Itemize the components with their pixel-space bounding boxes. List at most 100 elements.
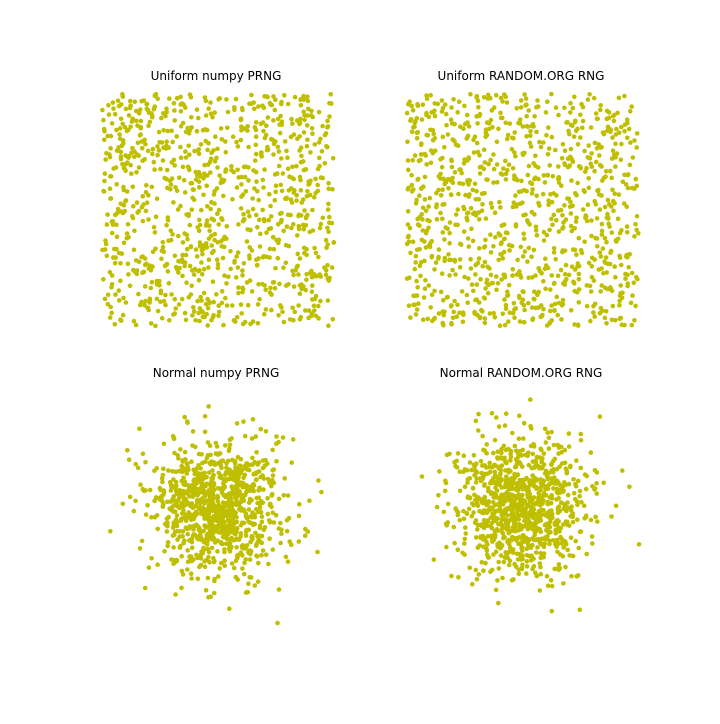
scatter-point bbox=[599, 283, 605, 288]
scatter-point bbox=[189, 283, 194, 289]
scatter-point bbox=[538, 507, 544, 512]
scatter-point bbox=[115, 206, 121, 212]
scatter-point bbox=[411, 302, 416, 308]
scatter-point bbox=[488, 272, 494, 278]
scatter-point bbox=[420, 228, 426, 233]
scatter-point bbox=[194, 128, 200, 134]
scatter-point bbox=[449, 105, 454, 110]
scatter-point bbox=[173, 486, 178, 492]
scatter-point bbox=[260, 458, 266, 463]
scatter-point bbox=[558, 552, 563, 557]
scatter-point bbox=[574, 458, 579, 463]
scatter-point bbox=[522, 307, 527, 313]
scatter-point bbox=[499, 543, 505, 548]
scatter-point bbox=[144, 261, 149, 267]
scatter-point bbox=[507, 248, 512, 253]
scatter-point bbox=[118, 201, 124, 207]
scatter-point bbox=[216, 303, 221, 309]
scatter-point bbox=[138, 118, 144, 124]
scatter-point bbox=[563, 482, 569, 487]
scatter-point bbox=[177, 175, 182, 180]
scatter-point bbox=[277, 130, 283, 136]
scatter-point bbox=[153, 323, 158, 329]
scatter-point bbox=[586, 185, 592, 191]
scatter-point bbox=[510, 310, 516, 316]
scatter-point bbox=[596, 142, 601, 147]
scatter-point bbox=[206, 595, 211, 600]
scatter-point bbox=[171, 503, 177, 508]
scatter-point bbox=[215, 211, 220, 217]
scatter-point bbox=[171, 100, 177, 106]
scatter-point bbox=[502, 455, 507, 461]
scatter-point bbox=[509, 578, 515, 583]
scatter-point bbox=[118, 156, 124, 162]
scatter-point bbox=[491, 552, 496, 557]
scatter-point bbox=[506, 562, 512, 568]
scatter-point bbox=[429, 254, 435, 260]
scatter-point bbox=[570, 203, 575, 209]
scatter-point bbox=[160, 158, 166, 163]
scatter-point bbox=[117, 126, 123, 131]
scatter-point bbox=[102, 137, 107, 142]
scatter-point bbox=[576, 164, 582, 169]
scatter-point bbox=[536, 537, 541, 542]
scatter-point bbox=[536, 289, 541, 295]
scatter-point bbox=[164, 529, 170, 534]
scatter-point bbox=[252, 106, 257, 112]
scatter-point bbox=[547, 541, 552, 547]
scatter-point bbox=[573, 118, 578, 124]
scatter-point bbox=[226, 448, 232, 454]
scatter-point bbox=[289, 186, 294, 191]
scatter-point bbox=[488, 200, 494, 206]
scatter-point bbox=[223, 139, 228, 144]
scatter-point bbox=[510, 273, 515, 278]
scatter-point bbox=[198, 294, 203, 300]
scatter-point bbox=[565, 196, 570, 201]
scatter-point bbox=[562, 105, 567, 111]
scatter-point bbox=[157, 495, 162, 501]
scatter-point bbox=[227, 606, 232, 611]
scatter-point bbox=[610, 303, 616, 309]
scatter-point bbox=[164, 139, 169, 144]
scatter-point bbox=[281, 319, 287, 325]
scatter-point bbox=[187, 152, 192, 157]
scatter-point bbox=[417, 193, 422, 198]
scatter-point bbox=[243, 557, 248, 562]
scatter-point bbox=[164, 176, 170, 182]
scatter-point bbox=[601, 271, 606, 276]
scatter-point bbox=[279, 188, 285, 194]
scatter-point bbox=[222, 513, 227, 518]
scatter-point bbox=[500, 99, 505, 104]
scatter-point bbox=[551, 212, 557, 218]
scatter-point bbox=[492, 462, 497, 468]
scatter-point bbox=[513, 193, 518, 198]
scatter-point bbox=[571, 279, 576, 285]
scatter-point bbox=[182, 538, 187, 543]
scatter-point bbox=[438, 289, 444, 295]
scatter-point bbox=[204, 311, 209, 317]
scatter-point bbox=[600, 178, 605, 183]
scatter-point bbox=[524, 546, 530, 551]
scatter-point bbox=[161, 441, 167, 447]
scatter-point bbox=[545, 172, 550, 178]
scatter-point bbox=[561, 522, 566, 527]
scatter-point bbox=[432, 136, 438, 141]
scatter-point bbox=[563, 262, 569, 268]
scatter-point bbox=[538, 446, 543, 452]
scatter-point bbox=[182, 190, 188, 195]
scatter-point bbox=[208, 493, 214, 499]
scatter-point bbox=[429, 292, 435, 298]
scatter-point bbox=[462, 103, 467, 109]
scatter-point bbox=[592, 257, 597, 262]
scatter-point bbox=[249, 101, 254, 106]
scatter-point bbox=[503, 306, 509, 312]
scatter-point bbox=[470, 581, 475, 587]
scatter-point bbox=[496, 126, 501, 132]
scatter-point bbox=[537, 268, 543, 274]
scatter-point bbox=[549, 429, 554, 435]
scatter-point bbox=[159, 115, 164, 121]
scatter-point bbox=[103, 157, 108, 162]
scatter-point bbox=[495, 578, 500, 583]
scatter-point bbox=[225, 125, 230, 131]
scatter-point bbox=[223, 295, 228, 301]
